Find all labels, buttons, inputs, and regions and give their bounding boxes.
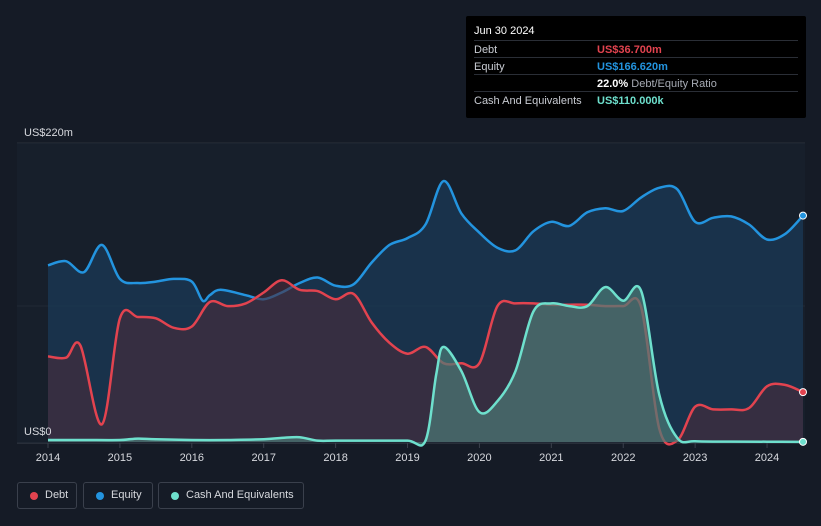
tooltip-ratio: 22.0% Debt/Equity Ratio [597, 78, 717, 90]
cash-dot-icon [171, 492, 179, 500]
debt-end-point [799, 388, 807, 397]
x-tick-label: 2016 [180, 452, 204, 464]
tooltip-row-ratio: 22.0% Debt/Equity Ratio [474, 74, 798, 92]
y-axis-top-label: US$220m [24, 127, 73, 139]
tooltip-row-debt: Debt US$36.700m [474, 40, 798, 58]
legend-item-debt[interactable]: Debt [17, 482, 77, 509]
debt-dot-icon [30, 492, 38, 500]
equity-dot-icon [96, 492, 104, 500]
x-tick-label: 2022 [611, 452, 635, 464]
x-axis: 2014 2015 2016 2017 2018 2019 2020 2021 2022 2023… [36, 443, 779, 464]
tooltip-debt-value: US$36.700m [597, 44, 662, 56]
x-tick-label: 2024 [755, 452, 779, 464]
tooltip-date: Jun 30 2024 [474, 25, 535, 37]
x-tick-label: 2017 [251, 452, 275, 464]
tooltip-equity-value: US$166.620m [597, 61, 668, 73]
cash-line [47, 284, 804, 447]
x-tick-label: 2020 [467, 452, 491, 464]
cash-area [48, 286, 803, 446]
tooltip-cash-value: US$110.000k [597, 95, 664, 107]
legend-equity-label: Equity [111, 489, 142, 501]
tooltip-ratio-label: Debt/Equity Ratio [631, 78, 717, 90]
x-tick-label: 2018 [323, 452, 347, 464]
equity-end-point [799, 211, 807, 220]
legend-debt-label: Debt [45, 489, 69, 501]
tooltip-row-cash: Cash And Equivalents US$110.000k [474, 91, 798, 109]
x-tick-label: 2021 [539, 452, 563, 464]
tooltip-cash-label: Cash And Equivalents [474, 95, 582, 107]
tooltip-row-equity: Equity US$166.620m [474, 57, 798, 75]
x-tick-label: 2023 [683, 452, 707, 464]
x-tick-label: 2014 [36, 452, 60, 464]
legend-cash-label: Cash And Equivalents [186, 489, 294, 501]
data-tooltip: Jun 30 2024 Debt US$36.700m Equity US$16… [466, 16, 806, 118]
series-layer [47, 179, 807, 447]
tooltip-debt-label: Debt [474, 44, 498, 56]
tooltip-equity-label: Equity [474, 61, 505, 73]
x-tick-label: 2015 [108, 452, 132, 464]
legend-item-cash[interactable]: Cash And Equivalents [158, 482, 304, 509]
equity-line [47, 179, 804, 303]
x-tick-label: 2019 [395, 452, 419, 464]
legend-item-equity[interactable]: Equity [83, 482, 153, 509]
cash-end-point [799, 437, 807, 446]
y-axis-bottom-label: US$0 [24, 426, 52, 438]
tooltip-ratio-value: 22.0% [597, 78, 629, 90]
